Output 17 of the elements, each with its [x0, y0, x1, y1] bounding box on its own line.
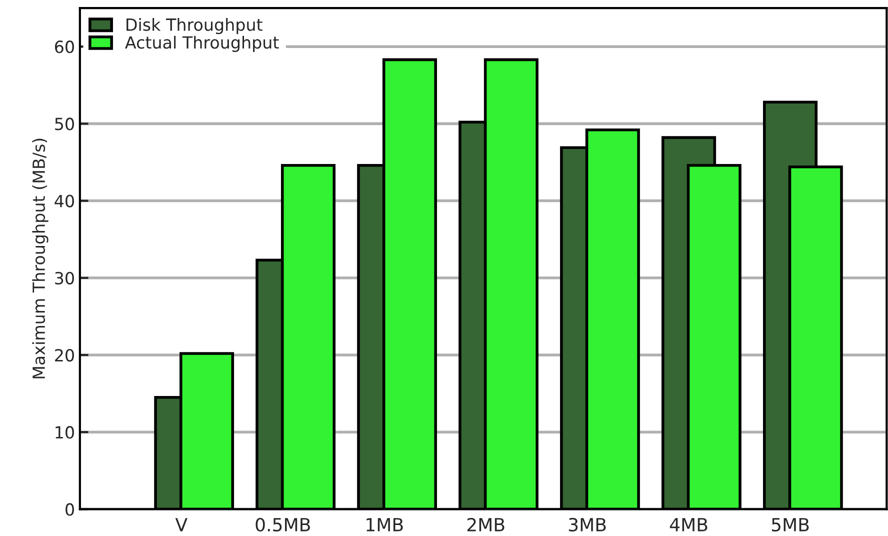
legend-label: Disk Throughput: [126, 18, 262, 34]
x-tick-label: 5MB: [772, 518, 809, 532]
x-tick-label: V: [175, 518, 188, 532]
legend-label: Actual Throughput: [125, 36, 279, 52]
y-tick-label: 30: [55, 272, 74, 284]
y-axis-title: Maximum Throughput (MB/s): [32, 138, 48, 378]
y-tick-label: 0: [66, 503, 74, 516]
x-tick-label: 0.5MB: [256, 518, 310, 532]
y-tick-label: 60: [55, 40, 74, 54]
x-tick-label: 1MB: [366, 518, 403, 532]
x-tick-label: 2MB: [467, 518, 504, 532]
y-tick-label: 50: [55, 118, 74, 130]
y-tick-label: 20: [55, 348, 74, 362]
y-tick-label: 10: [56, 426, 74, 439]
x-tick-label: 3MB: [568, 518, 606, 532]
y-tick-label: 40: [54, 194, 74, 208]
x-tick-label: 4MB: [670, 518, 708, 532]
